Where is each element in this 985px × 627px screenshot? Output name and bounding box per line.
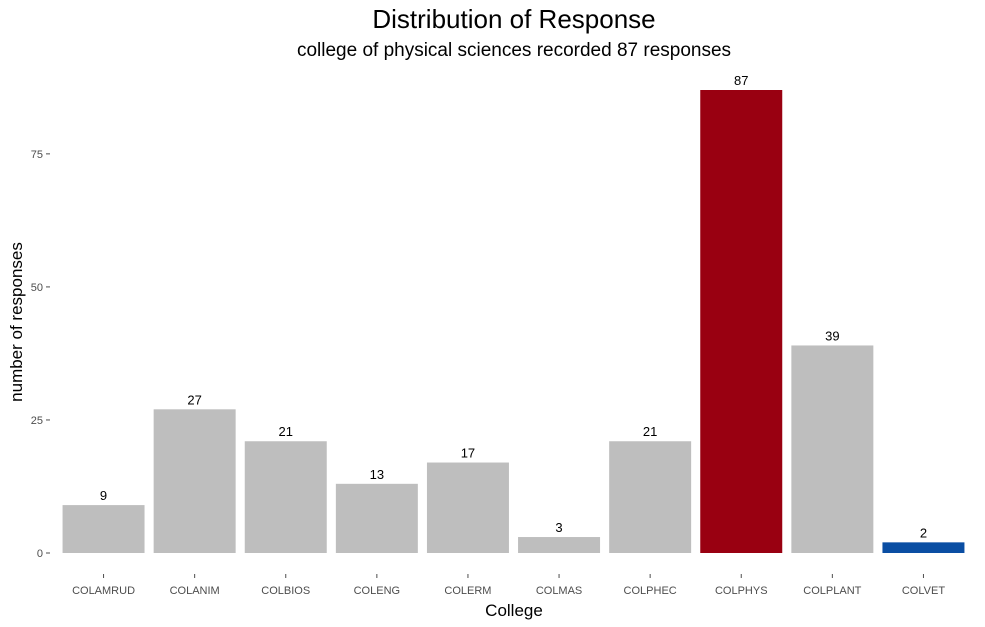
- x-tick-label-colbios: COLBIOS: [261, 585, 310, 597]
- bar-colamrud: [62, 505, 145, 553]
- x-tick-label-colanim: COLANIM: [170, 585, 220, 597]
- y-tick-label: 0: [37, 548, 43, 560]
- data-label-colamrud: 9: [100, 488, 107, 503]
- data-label-colplant: 39: [825, 328, 839, 343]
- bar-colvet: [882, 542, 965, 553]
- data-label-colvet: 2: [920, 525, 927, 540]
- data-label-colerm: 17: [461, 446, 475, 461]
- bar-coleng: [335, 483, 418, 553]
- x-tick-label-colmas: COLMAS: [536, 585, 582, 597]
- data-label-colphec: 21: [643, 424, 657, 439]
- y-axis-title: number of responses: [7, 242, 26, 402]
- bar-colerm: [426, 462, 509, 553]
- data-label-colphys: 87: [734, 73, 748, 88]
- bar-colplant: [791, 345, 874, 553]
- data-label-colbios: 21: [279, 424, 293, 439]
- y-tick-label: 50: [31, 282, 43, 294]
- y-axis: 0 25 50 75: [31, 149, 50, 560]
- x-tick-label-colplant: COLPLANT: [803, 585, 861, 597]
- bars-group: 9 27 21 13 17 3 21 87 39 2: [62, 73, 965, 553]
- x-axis: COLAMRUD COLANIM COLBIOS COLENG COLERM COLMAS…: [72, 574, 945, 597]
- bar-colbios: [244, 441, 327, 553]
- bar-colanim: [153, 409, 236, 553]
- chart-subtitle: college of physical sciences recorded 87…: [297, 40, 731, 61]
- chart-title: Distribution of Response: [372, 4, 655, 34]
- bar-colphec: [609, 441, 692, 553]
- y-tick-label: 25: [31, 415, 43, 427]
- x-axis-title: College: [485, 601, 543, 620]
- x-tick-label-colerm: COLERM: [444, 585, 491, 597]
- x-tick-label-colvet: COLVET: [902, 585, 945, 597]
- x-tick-label-colphec: COLPHEC: [624, 585, 677, 597]
- x-tick-label-colamrud: COLAMRUD: [72, 585, 135, 597]
- data-label-coleng: 13: [370, 467, 384, 482]
- x-tick-label-colphys: COLPHYS: [715, 585, 768, 597]
- bar-colmas: [518, 537, 601, 553]
- y-tick-label: 75: [31, 149, 43, 161]
- x-tick-label-coleng: COLENG: [354, 585, 400, 597]
- bar-colphys: [700, 90, 783, 553]
- data-label-colanim: 27: [187, 392, 201, 407]
- data-label-colmas: 3: [555, 520, 562, 535]
